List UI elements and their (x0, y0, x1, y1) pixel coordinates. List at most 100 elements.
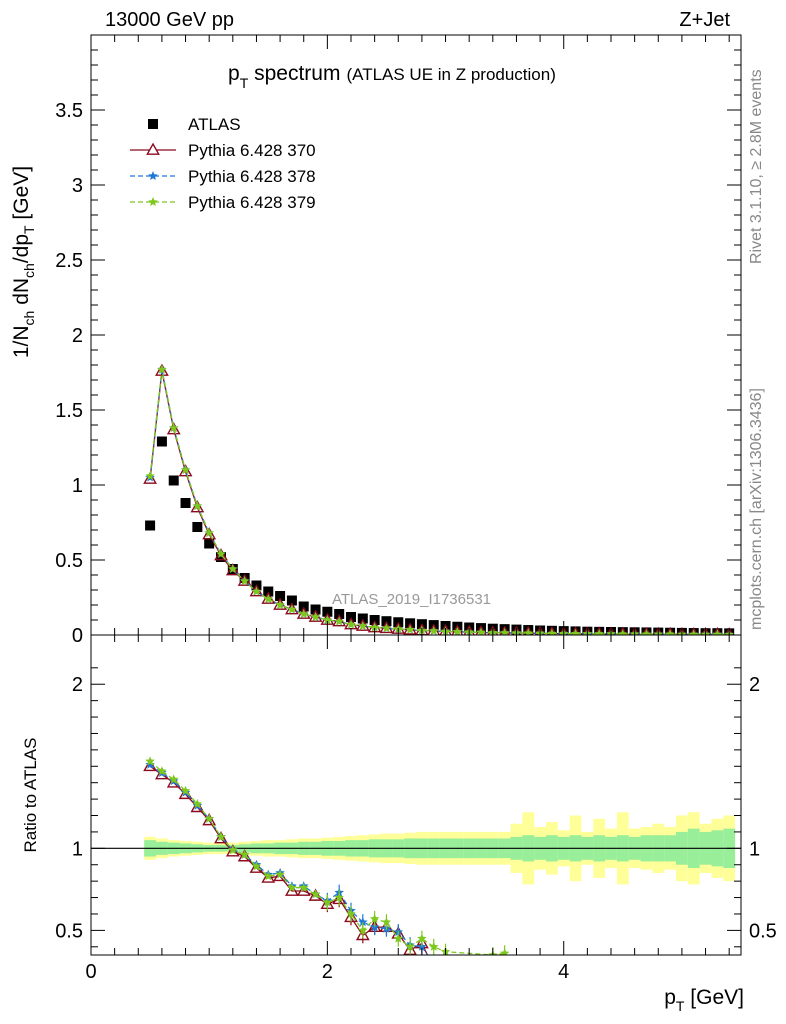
ratio-marker-3 (180, 785, 191, 795)
series-marker-3 (594, 629, 604, 635)
series-marker-3 (369, 622, 380, 632)
series-marker-3 (429, 626, 439, 635)
ratio-marker-1 (308, 888, 323, 901)
ratio-marker-3 (499, 948, 510, 955)
ratio-marker-3 (169, 774, 179, 784)
main-y-tick-label: 0 (72, 625, 83, 647)
legend-entry-label: Pythia 6.428 370 (188, 141, 316, 160)
series-marker-3 (145, 471, 155, 480)
ratio-y-tick-label-right: 2 (749, 674, 760, 696)
ratio-marker-1 (190, 799, 205, 813)
mcplots-label: mcplots.cern.ch [arXiv:1306.3436] (748, 388, 765, 630)
atlas-data-point (357, 613, 368, 624)
atlas-data-point (145, 520, 156, 531)
main-y-tick-label: 0.5 (55, 550, 83, 572)
series-marker-3 (665, 629, 675, 635)
ratio-marker-3 (228, 845, 238, 854)
main-axes: 0 0.5 1 1.5 2 2.5 3 3.5 (55, 34, 742, 647)
series-marker-3 (381, 623, 392, 633)
ratio-marker-3 (358, 925, 368, 935)
atlas-data-point (156, 436, 167, 447)
atlas-data-point (334, 609, 345, 619)
ratio-marker-3 (322, 897, 333, 907)
series-marker-3 (251, 586, 262, 596)
ratio-marker-3 (204, 813, 214, 823)
legend-marker-atlas (148, 119, 158, 129)
series-marker-3 (358, 621, 368, 630)
ratio-y-tick-label: 2 (72, 674, 83, 696)
ratio-y-tick-label: 1 (72, 838, 83, 860)
ratio-y-tick-label: 0.5 (55, 920, 83, 942)
ratio-marker-1 (249, 860, 264, 873)
series-marker-3 (192, 501, 203, 510)
atlas-data-point (346, 612, 356, 622)
series-marker-1 (155, 363, 169, 376)
atlas-data-point (322, 606, 333, 617)
series-marker-3 (287, 604, 297, 614)
main-y-tick-label: 1.5 (55, 400, 83, 422)
ratio-marker-3 (405, 941, 415, 951)
ratio-marker-3 (369, 913, 380, 923)
series-marker-3 (204, 528, 214, 537)
atlas-data-point (298, 601, 309, 612)
header-process-label: Z+Jet (679, 9, 730, 31)
ratio-series-line-2 (149, 764, 429, 955)
x-tick-label: 0 (85, 961, 96, 983)
rivet-version-label: Rivet 3.1.10, ≥ 2.8M events (748, 69, 765, 264)
legend-marker (148, 197, 158, 206)
ratio-marker-3 (310, 889, 321, 899)
ratio-marker-3 (393, 933, 403, 943)
ratio-marker-1 (143, 758, 157, 772)
series-marker-1 (178, 464, 193, 477)
ratio-marker-3 (263, 871, 273, 881)
series-marker-3 (570, 628, 581, 635)
legend-marker (148, 171, 158, 180)
legend-entry-label: Pythia 6.428 379 (188, 193, 316, 212)
series-marker-3 (523, 628, 533, 635)
ratio-marker-2 (429, 958, 439, 967)
series-marker-3 (216, 549, 226, 558)
series-marker-3 (275, 600, 285, 609)
ratio-marker-2 (145, 759, 155, 769)
series-marker-1 (166, 422, 181, 435)
series-marker-3 (618, 629, 628, 635)
main-y-tick-label: 3.5 (55, 100, 83, 122)
ratio-marker-1 (202, 813, 217, 826)
ratio-marker-3 (334, 892, 344, 902)
ratio-marker-3 (299, 882, 309, 892)
series-marker-3 (405, 624, 415, 634)
ratio-marker-3 (417, 933, 427, 943)
series-marker-3 (334, 616, 344, 626)
ratio-y-axis-label: Ratio to ATLAS (21, 738, 40, 853)
series-marker-3 (263, 594, 273, 603)
atlas-data-point (310, 604, 321, 615)
main-y-tick-label: 2.5 (55, 250, 83, 272)
ratio-marker-3 (192, 799, 203, 809)
ratio-marker-2 (358, 917, 368, 927)
ratio-y-tick-label-right: 1 (749, 838, 760, 860)
ratio-marker-3 (157, 766, 167, 776)
ratio-marker-3 (287, 882, 297, 892)
series-marker-3 (228, 564, 238, 573)
atlas-data-point (216, 552, 226, 562)
atlas-data-point (286, 595, 297, 606)
ratio-marker-1 (355, 927, 370, 941)
ratio-marker-1 (237, 849, 252, 862)
ratio-marker-3 (346, 909, 356, 918)
ratio-series-line-3 (149, 760, 505, 955)
ratio-marker-3 (429, 941, 439, 951)
ratio-marker-3 (381, 917, 392, 927)
legend-entry-label: ATLAS (188, 115, 241, 134)
ratio-marker-3 (251, 861, 262, 871)
series-marker-3 (452, 626, 463, 635)
series-marker-3 (712, 629, 723, 635)
series-marker-3 (499, 627, 510, 635)
ratio-frame (90, 634, 742, 956)
series-marker-1 (190, 500, 205, 513)
ratio-axes: 0.5 0.5 1 1 2 2 0 2 4 (55, 634, 777, 983)
legend: ATLAS Pythia 6.428 370 Pythia 6.428 378 Pyt… (130, 115, 316, 212)
ratio-series-line-1 (149, 765, 429, 955)
ratio-marker-3 (239, 849, 250, 859)
series-marker-3 (239, 576, 250, 585)
